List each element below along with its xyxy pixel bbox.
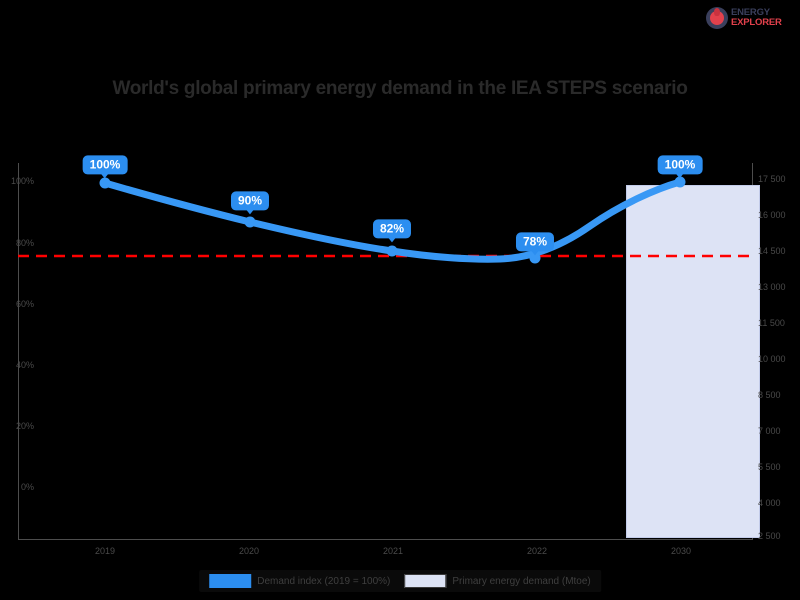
y-axis-right-tick-7: 7 000: [758, 426, 781, 436]
y-axis-left-line: [18, 163, 19, 540]
y-axis-right-tick-10: 2 500: [758, 531, 781, 541]
data-label-2020: 90%: [230, 191, 270, 215]
x-axis-line: [18, 539, 753, 540]
chart-title: World's global primary energy demand in …: [112, 78, 688, 99]
y-axis-right-tick-1: 16 000: [758, 210, 786, 220]
y-axis-left-tick-0: 100%: [10, 176, 34, 186]
y-axis-left-tick-1: 80%: [15, 238, 34, 248]
legend-item-primary-energy-demand[interactable]: Primary energy demand (Mtoe): [404, 574, 591, 588]
logo-line-1: ENERGY: [731, 7, 770, 19]
y-axis-right-tick-4: 11 500: [758, 318, 785, 328]
x-axis-tick-2021: 2021: [382, 546, 404, 556]
y-axis-right-tick-2: 14 500: [758, 246, 786, 256]
data-label-2022: 78%: [515, 232, 555, 256]
logo-line-2: EXPLORER: [731, 17, 782, 28]
legend-label-primary-energy-demand: Primary energy demand (Mtoe): [452, 575, 591, 587]
legend-line-swatch-icon: [209, 574, 252, 588]
legend-label-demand-index: Demand index (2019 = 100%): [257, 575, 391, 587]
y-axis-right-tick-0: 17 500: [758, 174, 786, 184]
y-axis-right-tick-8: 5 500: [758, 462, 781, 472]
circle-logo-icon: [706, 7, 728, 29]
legend-bar-swatch-icon: [404, 574, 447, 588]
y-axis-right-tick-3: 13 000: [758, 282, 786, 292]
x-axis-tick-2022: 2022: [526, 546, 548, 556]
y-axis-right-tick-5: 10 000: [758, 354, 786, 364]
legend-item-demand-index[interactable]: Demand index (2019 = 100%): [209, 574, 390, 588]
chart-legend: Demand index (2019 = 100%) Primary energ…: [199, 570, 601, 592]
logo-text: ENERGY EXPLORER: [731, 8, 782, 27]
x-axis-tick-2030: 2030: [670, 546, 692, 556]
x-axis-tick-2019: 2019: [94, 546, 116, 556]
y-axis-right-tick-9: 4 000: [758, 498, 781, 508]
data-label-2030: 100%: [657, 155, 703, 179]
data-label-2021: 82%: [372, 219, 412, 243]
bar-2030: [626, 185, 760, 538]
y-axis-left-tick-3: 40%: [15, 360, 34, 370]
brand-logo: ENERGY EXPLORER: [706, 4, 794, 32]
x-axis-tick-2020: 2020: [238, 546, 260, 556]
y-axis-left-tick-4: 20%: [15, 421, 34, 431]
y-axis-right-tick-6: 8 500: [758, 390, 781, 400]
y-axis-left-tick-5: 0%: [20, 482, 34, 492]
y-axis-left-tick-2: 60%: [15, 299, 34, 309]
data-label-2019: 100%: [82, 155, 128, 179]
